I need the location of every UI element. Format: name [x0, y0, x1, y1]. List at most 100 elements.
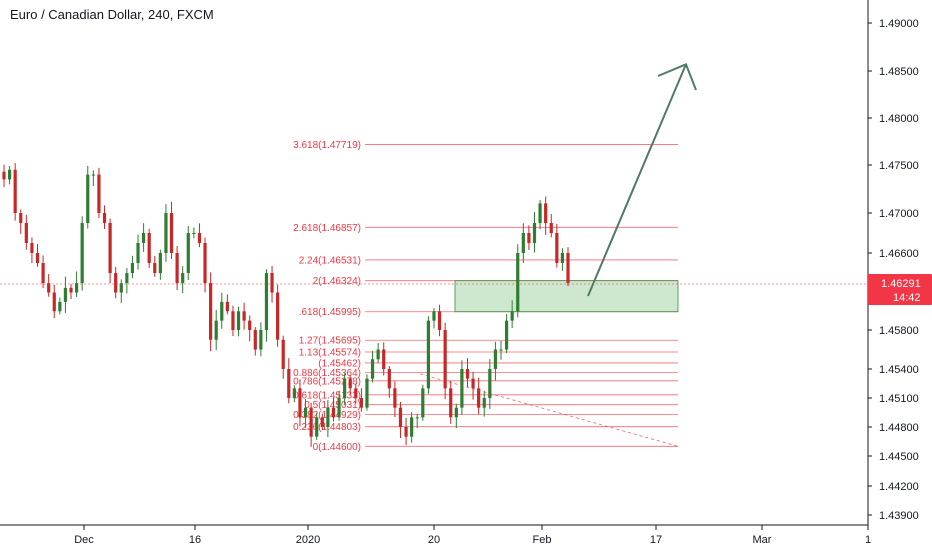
- candle-body: [410, 417, 414, 437]
- chart-title: Euro / Canadian Dollar, 240, FXCM: [10, 7, 214, 22]
- fib-level-label: 1.13(1.45574): [299, 348, 361, 359]
- candle-body: [493, 349, 498, 369]
- fib-level-label: .618(1.45995): [299, 307, 361, 318]
- candle-body: [259, 330, 263, 350]
- candle-body: [449, 388, 453, 418]
- fib-level-label: 0.886(1.45364): [293, 368, 361, 379]
- time-tick-label: 20: [428, 534, 440, 546]
- countdown-label: 14:42: [893, 292, 921, 304]
- candle-body: [566, 253, 570, 284]
- candle-body: [549, 223, 553, 233]
- demand-zone-box[interactable]: [454, 280, 679, 313]
- candle-body: [248, 320, 252, 330]
- candle-body: [421, 388, 425, 418]
- candle-body: [47, 283, 51, 293]
- fib-level-label: 0.786(1.45278): [293, 376, 361, 387]
- trend-line-layer[interactable]: [419, 373, 679, 447]
- candle-body: [69, 287, 73, 293]
- candle-body: [52, 292, 56, 312]
- candle-body: [7, 169, 12, 180]
- time-axis[interactable]: Dec 16 2020 20 Feb 17 Mar 1: [0, 524, 871, 546]
- candle-body: [91, 174, 95, 176]
- candle-body: [454, 407, 458, 418]
- candle-body: [460, 369, 464, 408]
- candle-body: [527, 233, 531, 243]
- candle-body: [203, 243, 207, 284]
- candle-body: [504, 320, 509, 350]
- fib-level-label: 3.618(1.47719): [293, 140, 361, 151]
- candle-body: [80, 223, 84, 284]
- candle-body: [415, 417, 419, 419]
- current-price-badge: [868, 274, 932, 305]
- candle-body: [303, 407, 308, 418]
- projection-arrow-head[interactable]: [657, 62, 697, 91]
- candle-body: [158, 253, 162, 274]
- price-tick-label: 1.46600: [879, 248, 919, 260]
- price-tick-label: 1.48500: [879, 66, 919, 78]
- price-tick-label: 1.44800: [879, 422, 919, 434]
- candle-body: [63, 287, 68, 302]
- candle-body: [532, 223, 537, 243]
- price-tick-label: 1.43900: [879, 510, 919, 522]
- candle-body: [393, 388, 397, 408]
- candle-body: [281, 339, 285, 369]
- candle-body: [488, 369, 492, 398]
- candle-body: [186, 233, 190, 274]
- fib-level-label: 2(1.46324): [313, 276, 361, 287]
- fib-level-label: 0.236(1.44803): [293, 422, 361, 433]
- candle-body: [192, 233, 196, 234]
- candle-body: [74, 283, 79, 293]
- candle-body: [130, 263, 135, 274]
- candle-body: [253, 330, 257, 350]
- price-axis[interactable]: 1.49000 1.48500 1.48000 1.47500 1.47000 1.466…: [867, 0, 932, 550]
- candle-body: [30, 243, 34, 253]
- candle-body: [331, 407, 336, 418]
- candle-body: [147, 233, 151, 264]
- dashed-trend-line[interactable]: [419, 373, 679, 447]
- candle-body: [521, 233, 525, 253]
- candle-body: [197, 233, 202, 243]
- candle-body: [19, 213, 23, 223]
- candle-body: [426, 320, 430, 389]
- candle-body: [41, 263, 45, 284]
- candle-body: [555, 233, 559, 264]
- time-tick-label: Dec: [74, 534, 94, 546]
- demand-zone-layer[interactable]: [454, 280, 679, 313]
- candle-body: [114, 273, 118, 293]
- candle-body: [214, 320, 218, 340]
- time-tick-label: 2020: [296, 534, 320, 546]
- candle-body: [35, 253, 40, 264]
- candle-body: [359, 398, 363, 408]
- candle-body: [432, 311, 436, 321]
- candle-body: [309, 407, 313, 437]
- candle-body: [58, 301, 62, 312]
- fib-level-label: 2.618(1.46857): [293, 223, 361, 234]
- candle-body: [264, 273, 269, 330]
- candle-body: [437, 311, 442, 330]
- candle-body: [136, 243, 140, 264]
- candle-body: [544, 203, 548, 223]
- projection-arrow-layer[interactable]: [587, 62, 697, 297]
- price-tick-label: 1.47500: [879, 160, 919, 172]
- candle-body: [108, 223, 112, 274]
- candle-body: [231, 311, 235, 330]
- candle-body: [404, 427, 408, 437]
- candle-body: [119, 283, 123, 293]
- candle-body: [86, 174, 90, 223]
- candle-body: [387, 369, 391, 389]
- fib-level-label: (1.45462): [318, 358, 361, 369]
- time-tick-label: 16: [189, 534, 201, 546]
- candle-body: [382, 349, 386, 369]
- candle-body: [482, 398, 486, 408]
- price-tick-label: 1.45800: [879, 325, 919, 337]
- candle-body: [97, 174, 101, 213]
- time-tick-label: 17: [650, 534, 662, 546]
- price-tick-label: 1.45400: [879, 364, 919, 376]
- fib-level-label: 0(1.44600): [313, 442, 361, 453]
- candle-body: [287, 369, 291, 398]
- price-tick-label: 1.47000: [879, 208, 919, 220]
- fib-level-label: 1.27(1.45695): [299, 336, 361, 347]
- projection-arrow-shaft[interactable]: [587, 63, 687, 297]
